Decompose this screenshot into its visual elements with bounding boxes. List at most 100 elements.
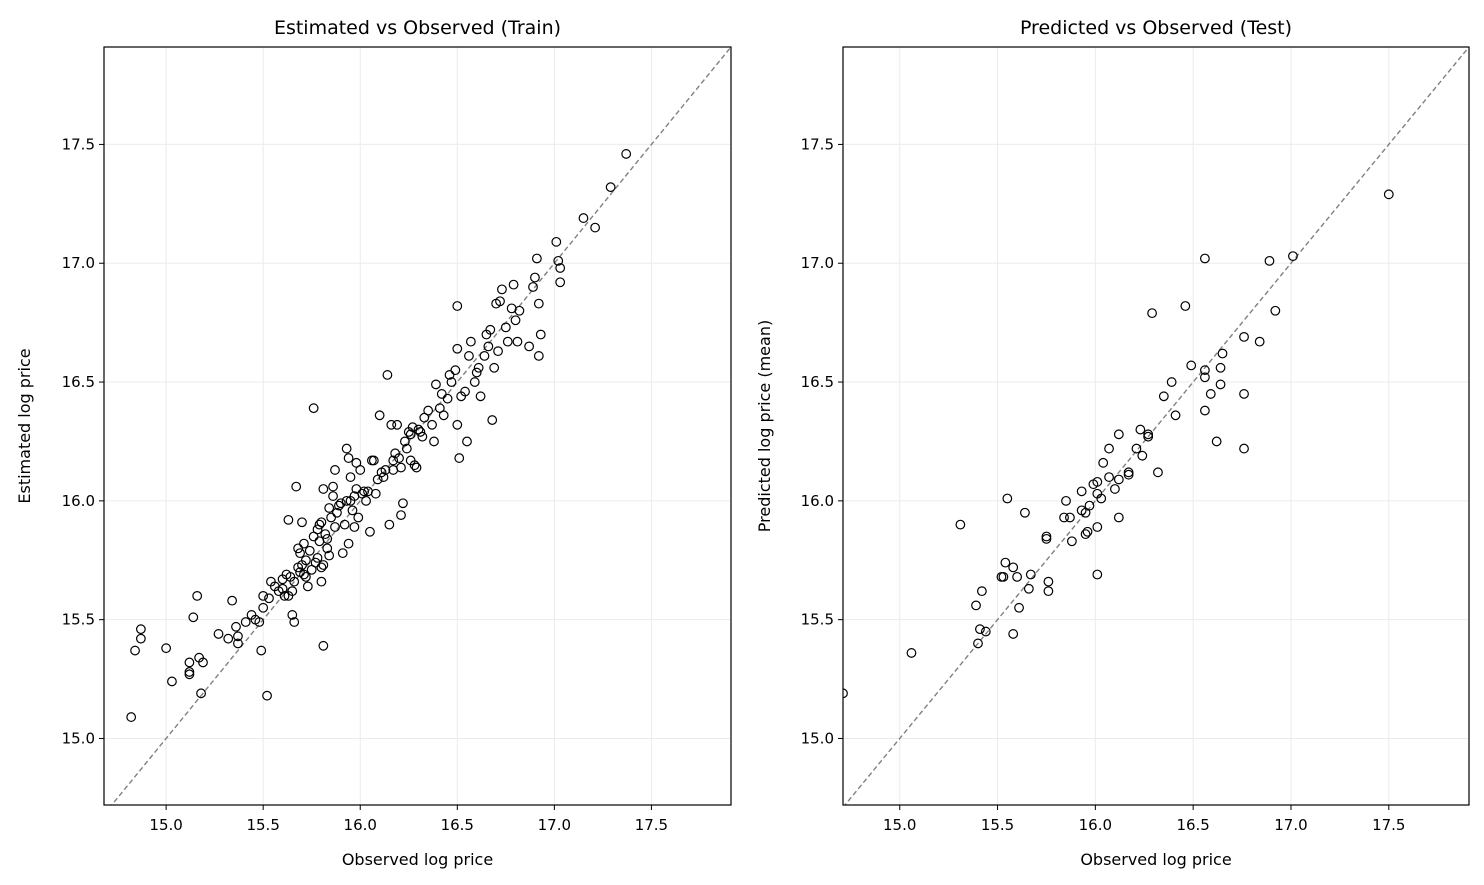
test-data-point [1113, 474, 1124, 485]
train-data-point [390, 448, 401, 459]
train-data-point [355, 465, 366, 475]
train-data-point [330, 522, 340, 532]
test-data-point [1215, 379, 1226, 390]
train-data-point [332, 507, 342, 518]
train-data-point [465, 336, 476, 347]
train-data-point [508, 279, 519, 290]
train-data-point [495, 296, 505, 307]
train-data-point [423, 405, 434, 416]
train-data-point [326, 512, 337, 523]
test-data-point [1092, 522, 1103, 532]
test-data-point [975, 624, 985, 635]
test-data-point [1008, 629, 1019, 639]
train-data-point [285, 571, 296, 582]
test-data-point [1217, 348, 1228, 359]
test-data-point [1098, 457, 1109, 468]
train-data-point [341, 443, 352, 454]
train-data-point [621, 149, 632, 159]
test-x-tick-label: 17.5 [1372, 816, 1405, 834]
test-x-tick-label: 15.5 [981, 816, 1014, 834]
test-data-point [1239, 389, 1249, 399]
train-data-point [254, 617, 265, 627]
test-points [843, 189, 1394, 699]
train-data-point [184, 667, 195, 677]
train-data-point [233, 631, 243, 642]
test-x-tick-label: 17.0 [1274, 816, 1307, 834]
test-data-point [971, 600, 981, 611]
train-x-tick-label: 16.0 [344, 816, 377, 834]
test-data-point [980, 626, 991, 637]
train-data-point [295, 567, 305, 578]
train-data-point [590, 222, 601, 233]
train-data-point [531, 253, 542, 264]
test-data-point [1020, 507, 1030, 518]
train-data-point [497, 284, 507, 295]
test-data-point [1200, 253, 1210, 264]
train-data-point [262, 690, 272, 701]
test-data-point [1186, 360, 1197, 371]
train-data-point [555, 263, 566, 273]
test-data-point [1211, 436, 1222, 447]
test-data-point [1092, 569, 1103, 580]
train-data-point [398, 498, 408, 509]
test-data-point [1200, 372, 1210, 383]
train-data-point [343, 538, 354, 549]
train-data-point [464, 351, 474, 361]
train-chart-title: Estimated vs Observed (Train) [274, 17, 561, 39]
train-data-point [300, 555, 311, 566]
test-data-point [1153, 467, 1163, 478]
train-data-point [524, 341, 535, 352]
train-data-point [135, 633, 146, 644]
train-scatter-panel: Estimated vs Observed (Train) Observed l… [15, 17, 732, 869]
test-data-point [1180, 301, 1191, 311]
test-data-point [955, 519, 966, 530]
train-data-point [353, 512, 364, 523]
test-data-point [1147, 308, 1157, 319]
train-data-point [417, 431, 428, 442]
train-data-point [436, 389, 447, 399]
test-x-axis-label: Observed log price [1080, 850, 1231, 869]
test-data-point [976, 586, 987, 597]
train-y-tick-label: 16.0 [62, 492, 95, 510]
train-data-point [485, 324, 496, 335]
train-data-point [399, 436, 410, 447]
train-data-point [328, 491, 338, 501]
train-data-point [135, 624, 146, 635]
train-x-tick-label: 16.5 [441, 816, 474, 834]
train-x-tick-label: 17.0 [538, 816, 571, 834]
test-data-point [1012, 571, 1023, 582]
train-data-point [483, 341, 494, 352]
train-data-point [167, 676, 177, 687]
train-data-point [365, 526, 375, 537]
test-x-tick-label: 16.5 [1176, 816, 1209, 834]
test-y-tick-label: 16.5 [801, 373, 834, 391]
train-data-point [308, 403, 319, 414]
test-identity-line [844, 47, 1469, 805]
train-data-point [312, 552, 323, 563]
test-data-point [1170, 410, 1181, 421]
test-scatter-panel: Predicted vs Observed (Test) Observed lo… [755, 17, 1470, 869]
train-data-point [384, 519, 395, 530]
test-data-point [996, 571, 1007, 582]
train-data-point [487, 415, 498, 425]
test-data-point [1084, 500, 1095, 511]
test-data-point [998, 571, 1009, 582]
train-data-point [493, 346, 503, 357]
train-data-point [227, 595, 238, 606]
train-data-point [396, 462, 406, 473]
train-data-point [198, 657, 208, 668]
train-data-point [444, 370, 455, 380]
test-data-point [1104, 472, 1114, 482]
train-data-point [287, 610, 298, 620]
test-y-tick-label: 17.0 [801, 254, 834, 272]
train-data-point [555, 277, 566, 288]
train-data-point [370, 488, 381, 499]
train-data-point [411, 462, 422, 473]
test-data-point [1270, 305, 1281, 316]
train-y-axis-label: Estimated log price [15, 348, 34, 503]
train-x-axis-label: Observed log price [342, 850, 493, 869]
train-data-point [273, 586, 284, 597]
train-data-point [335, 498, 346, 509]
train-data-point [450, 365, 461, 376]
train-data-point [318, 560, 329, 570]
